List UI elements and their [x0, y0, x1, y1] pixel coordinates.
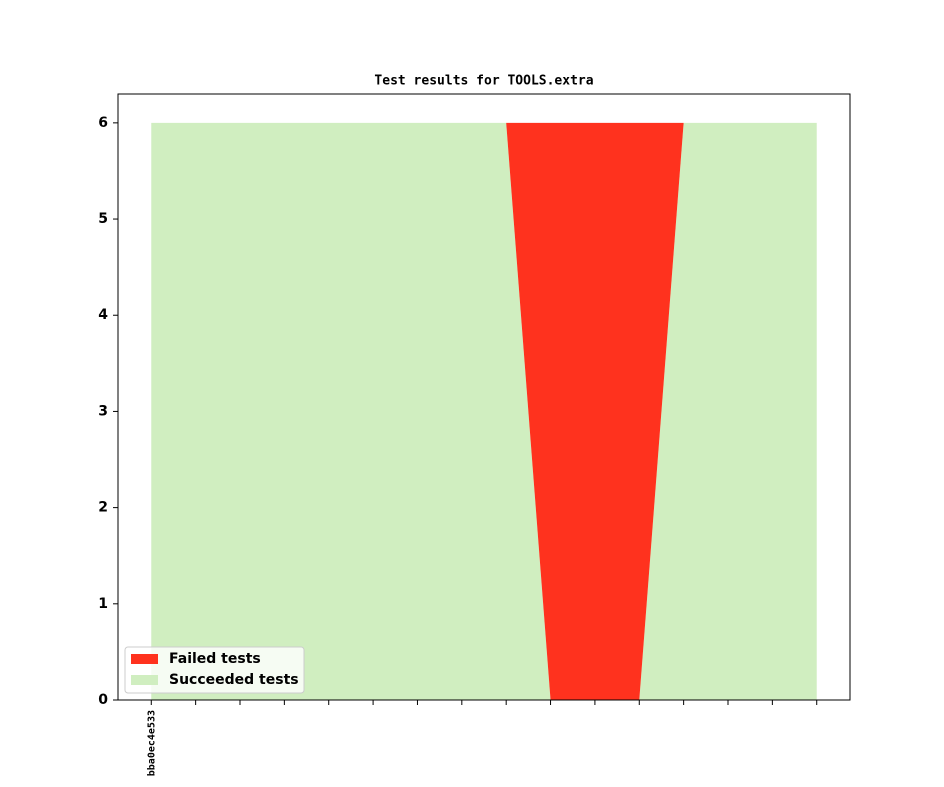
legend-box [124, 646, 305, 694]
area [151, 122, 817, 701]
x-tick-label: bba0ec4e533 [146, 710, 157, 776]
legend-swatch [131, 654, 158, 664]
y-tick-label: 1 [98, 596, 108, 612]
y-tick-label: 5 [98, 211, 108, 227]
y-tick-label: 6 [98, 115, 108, 131]
legend-label: Succeeded tests [169, 672, 299, 688]
area [151, 122, 817, 701]
legend-swatch [131, 675, 158, 685]
y-tick-label: 4 [98, 307, 108, 323]
y-tick-label: 0 [98, 692, 108, 708]
y-tick-label: 2 [98, 500, 108, 516]
chart-title: Test results for TOOLS.extra [374, 74, 593, 89]
legend-label: Failed tests [169, 651, 261, 667]
plot-frame [117, 93, 851, 701]
y-tick-label: 3 [98, 403, 108, 419]
